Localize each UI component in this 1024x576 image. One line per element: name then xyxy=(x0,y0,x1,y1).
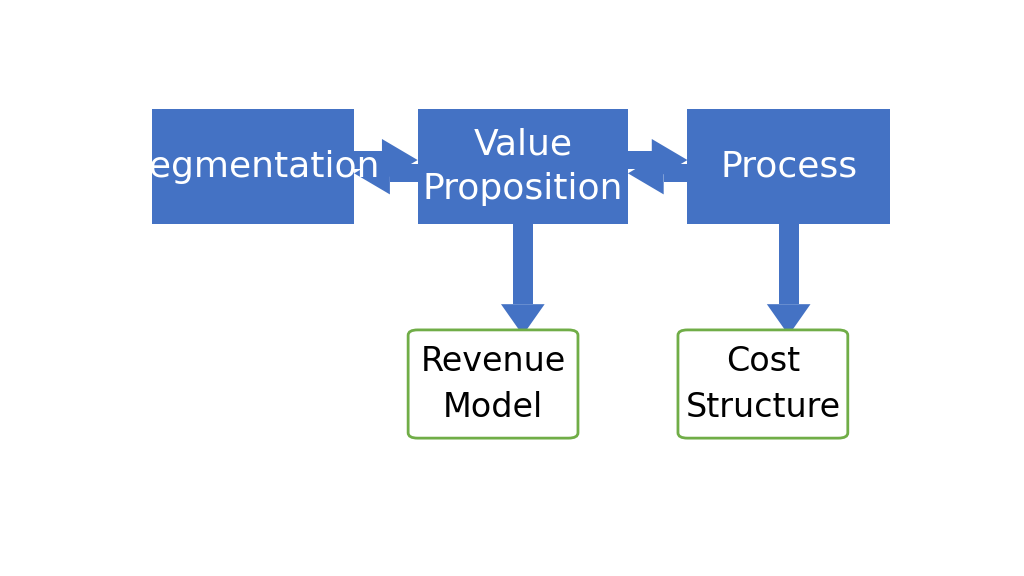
FancyBboxPatch shape xyxy=(409,330,578,438)
Polygon shape xyxy=(390,165,418,182)
Polygon shape xyxy=(664,165,687,182)
FancyBboxPatch shape xyxy=(152,109,354,224)
Polygon shape xyxy=(779,224,799,304)
FancyBboxPatch shape xyxy=(687,109,890,224)
FancyBboxPatch shape xyxy=(418,109,628,224)
Polygon shape xyxy=(628,151,651,169)
Text: Revenue
Model: Revenue Model xyxy=(421,344,565,423)
Text: Value
Proposition: Value Proposition xyxy=(423,127,623,206)
Polygon shape xyxy=(628,152,664,195)
Text: Cost
Structure: Cost Structure xyxy=(685,344,841,423)
Text: Process: Process xyxy=(720,150,857,184)
Polygon shape xyxy=(651,139,687,181)
Polygon shape xyxy=(354,152,390,195)
Text: Segmentation: Segmentation xyxy=(126,150,380,184)
FancyBboxPatch shape xyxy=(678,330,848,438)
Polygon shape xyxy=(354,151,382,169)
Polygon shape xyxy=(382,139,418,181)
Polygon shape xyxy=(767,304,811,335)
Polygon shape xyxy=(501,304,545,335)
Polygon shape xyxy=(513,224,532,304)
